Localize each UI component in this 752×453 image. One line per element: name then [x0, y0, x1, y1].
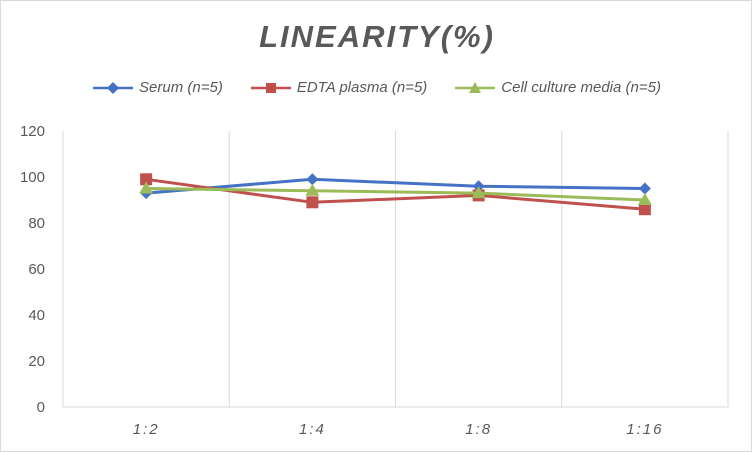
data-point-square — [306, 196, 319, 209]
data-point-triangle — [471, 186, 486, 199]
y-tick-label: 120 — [20, 123, 45, 140]
legend-item-edta-plasma: EDTA plasma (n=5) — [250, 79, 428, 96]
y-tick-label: 80 — [28, 215, 45, 232]
legend-marker-square-icon — [250, 82, 291, 93]
y-tick-label: 60 — [28, 261, 45, 278]
legend-item-cell-culture-media: Cell culture media (n=5) — [455, 79, 661, 96]
legend-item-serum: Serum (n=5) — [93, 79, 223, 96]
x-tick-label: 1:2 — [133, 421, 160, 438]
y-tick-label: 40 — [28, 307, 45, 324]
legend-marker-diamond-icon — [93, 81, 134, 94]
data-point-square — [140, 173, 153, 186]
x-tick-label: 1:16 — [626, 421, 663, 438]
y-tick-label: 0 — [37, 399, 45, 416]
legend-marker-triangle-icon — [455, 81, 496, 93]
series-line-3 — [146, 187, 645, 202]
chart-title: LINEARITY(%) — [259, 19, 495, 54]
legend-label-serum: Serum (n=5) — [139, 79, 223, 96]
series-line-1 — [146, 177, 645, 195]
data-point-triangle — [139, 181, 154, 194]
data-point-triangle — [305, 183, 320, 196]
data-point-diamond — [306, 173, 319, 186]
legend-label-cell-culture-media: Cell culture media (n=5) — [501, 79, 661, 96]
y-tick-label: 100 — [20, 169, 45, 186]
x-tick-label: 1:4 — [299, 421, 326, 438]
x-tick-label: 1:8 — [465, 421, 492, 438]
y-tick-label: 20 — [28, 353, 45, 370]
data-point-diamond — [638, 182, 651, 195]
legend: Serum (n=5) EDTA plasma (n=5) Cell cultu… — [1, 79, 752, 96]
data-point-square — [638, 203, 651, 216]
data-point-triangle — [637, 193, 652, 205]
legend-label-edta-plasma: EDTA plasma (n=5) — [296, 79, 428, 96]
